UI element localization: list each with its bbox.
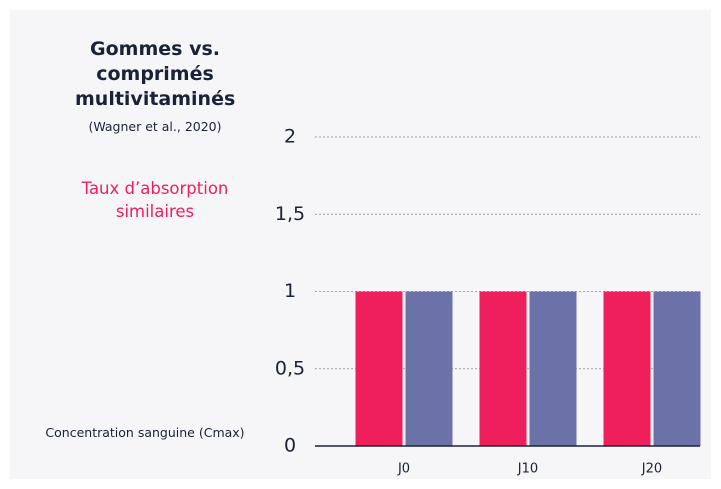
chart-subtitle: (Wagner et al., 2020): [88, 119, 222, 134]
x-tick-label: J0: [397, 462, 410, 477]
y-tick-label: 2: [284, 126, 296, 148]
bar: [653, 291, 701, 446]
bar: [355, 291, 403, 446]
chart-title: Gommes vs. comprimés multivitaminés: [75, 38, 236, 110]
y-tick-label: 0,5: [275, 357, 305, 379]
y-tick-label: 1: [284, 280, 296, 302]
x-tick-label: J10: [517, 462, 538, 477]
bar: [529, 291, 577, 446]
annotation: Taux d’absorption similaires: [81, 179, 229, 221]
bar: [405, 291, 453, 446]
y-axis-label: Concentration sanguine (Cmax): [45, 425, 245, 440]
x-tick-label: J20: [641, 462, 662, 477]
bar: [479, 291, 527, 446]
y-tick-label: 1,5: [275, 203, 305, 225]
bar: [603, 291, 651, 446]
y-tick-label: 0: [284, 435, 296, 457]
